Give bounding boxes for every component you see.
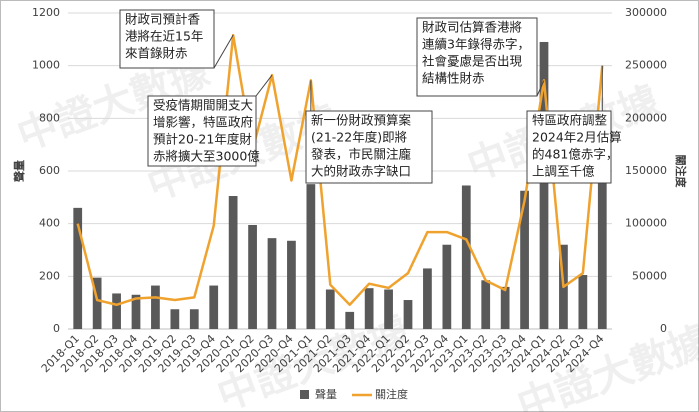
y-axis-title: 聲量	[12, 160, 26, 182]
annotation-text: 大的財政赤字缺口	[311, 164, 411, 179]
y2-tick-label: 300000	[625, 6, 667, 19]
bar	[423, 268, 432, 329]
bar	[92, 277, 102, 329]
bar	[481, 280, 491, 329]
y-tick-label: 1000	[32, 59, 60, 72]
y2-tick-label: 0	[660, 322, 667, 335]
annotation-text: 2024年2月估算	[532, 130, 622, 145]
bar	[364, 288, 374, 329]
y2-tick-label: 50000	[632, 269, 667, 282]
annotation-text: 受疫情期間開支大	[153, 98, 253, 113]
bar	[500, 286, 510, 329]
bar	[209, 285, 219, 329]
y-tick-label: 400	[39, 217, 60, 230]
annotation-text: 社會憂慮是否出現	[422, 54, 523, 69]
bar	[306, 184, 316, 329]
annotation-text: 財政司預計香	[125, 12, 201, 27]
bar	[151, 285, 160, 329]
annotation-box	[119, 9, 215, 69]
bar	[539, 41, 549, 329]
bar	[597, 165, 607, 329]
callout-pointer	[536, 80, 545, 97]
annotation-text: 財政司估算香港將	[422, 20, 522, 35]
bar	[520, 190, 529, 329]
annotation-text: 連續3年錄得赤字，	[422, 37, 530, 52]
legend-label: 關注度	[375, 387, 408, 401]
annotation-text: 預計20-21年度財	[153, 132, 252, 147]
line-series	[76, 33, 604, 307]
bar	[112, 293, 121, 329]
annotation-text: 來首錄財赤	[125, 46, 188, 61]
annotation-text: 赤將擴大至3000億	[153, 149, 260, 164]
annotation-text: 結構性財赤	[422, 71, 485, 86]
annotation-box	[147, 95, 257, 167]
legend-swatch	[300, 390, 309, 399]
y-tick-label: 0	[53, 322, 60, 335]
annotation-box	[526, 110, 612, 184]
bar	[461, 185, 471, 329]
y2-tick-label: 150000	[625, 164, 667, 177]
y-tick-label: 200	[39, 269, 60, 282]
bar	[384, 289, 393, 329]
legend-label: 聲量	[315, 387, 337, 401]
annotation-text: 增影響，特區政府	[153, 115, 253, 130]
y-tick-label: 600	[39, 164, 60, 177]
bar	[189, 309, 199, 329]
annotation-text: 港將在近15年	[125, 29, 203, 44]
annotation-text: 特區政府調整	[532, 113, 608, 128]
callout-pointer	[213, 34, 234, 69]
y-tick-label: 1200	[32, 6, 60, 19]
y2-axis-title: 關注度	[674, 155, 688, 189]
annotation-text: 發表，市民關注龐	[311, 147, 412, 162]
bar	[73, 207, 83, 329]
bar	[170, 309, 180, 329]
bar	[131, 294, 141, 329]
bar	[287, 240, 296, 329]
bar	[442, 244, 452, 329]
bar	[578, 275, 588, 329]
annotation-box	[416, 17, 538, 97]
bar	[228, 196, 238, 329]
bar	[248, 224, 257, 329]
annotation-text: 的481億赤字，	[532, 147, 618, 162]
bar	[403, 300, 413, 329]
annotation-box	[305, 110, 433, 184]
y2-tick-label: 100000	[625, 217, 667, 230]
annotation-text: (21-22年度)即將	[311, 130, 407, 145]
y-tick-label: 800	[39, 111, 60, 124]
y2-tick-label: 250000	[625, 59, 667, 72]
bar	[325, 289, 335, 329]
bar	[267, 238, 277, 329]
annotation-text: 新一份財政預算案	[311, 113, 412, 128]
callout-pointer	[255, 74, 273, 97]
y2-tick-label: 200000	[625, 111, 667, 124]
bar	[345, 311, 355, 329]
annotation-text: 上調至千億	[532, 164, 595, 179]
